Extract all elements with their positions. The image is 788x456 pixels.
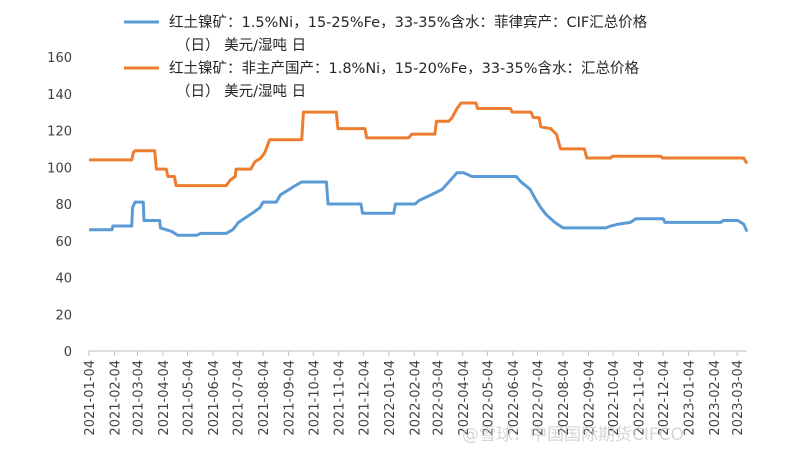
legend: 红土镍矿：1.5%Ni，15-25%Fe，33-35%含水：菲律宾产：CIF汇总… [124, 14, 648, 100]
y-tick-label: 80 [55, 198, 72, 213]
x-tick-label: 2022-12-04 [657, 360, 672, 436]
x-tick-label: 2022-08-04 [557, 360, 572, 436]
x-tick-label: 2021-07-04 [232, 360, 247, 436]
x-tick-label: 2021-10-04 [307, 360, 322, 436]
x-tick-label: 2022-06-04 [507, 360, 522, 436]
series-line-2 [89, 101, 749, 188]
x-tick-label: 2021-05-04 [182, 360, 197, 436]
x-tick-label: 2022-07-04 [532, 360, 547, 436]
y-tick-label: 40 [55, 272, 72, 287]
legend-label: （日） 美元/湿吨 日 [176, 83, 306, 100]
y-axis: 0 20 40 60 80 100 120 140 160 [47, 51, 72, 360]
x-tick-label: 2022-11-04 [633, 360, 648, 436]
x-tick-label: 2021-09-04 [283, 360, 298, 436]
series-layer [89, 101, 749, 237]
x-tick-label: 2021-01-04 [83, 360, 98, 436]
legend-label: （日） 美元/湿吨 日 [176, 37, 306, 54]
y-tick-label: 100 [47, 161, 72, 176]
x-tick-label: 2022-03-04 [431, 360, 446, 436]
x-tick-label: 2021-04-04 [157, 360, 172, 436]
legend-label: 红土镍矿：1.5%Ni，15-25%Fe，33-35%含水：菲律宾产：CIF汇总… [169, 14, 648, 31]
y-tick-label: 20 [55, 308, 72, 323]
legend-label: 红土镍矿：非主产国产：1.8%Ni，15-20%Fe，33-35%含水：汇总价格 [169, 60, 640, 77]
x-tick-label: 2021-11-04 [333, 360, 348, 436]
x-tick-label: 2021-03-04 [131, 360, 146, 436]
x-tick-label: 2022-10-04 [607, 360, 622, 436]
x-tick-label: 2021-06-04 [207, 360, 222, 436]
y-tick-label: 160 [47, 51, 72, 66]
y-tick-label: 140 [47, 88, 72, 103]
x-tick-label: 2023-03-04 [731, 360, 746, 436]
x-tick-label: 2022-01-04 [383, 360, 398, 436]
x-axis: 2021-01-04 2021-02-04 2021-03-04 2021-04-04… [83, 350, 747, 436]
y-tick-label: 0 [64, 345, 72, 360]
x-tick-label: 2021-02-04 [108, 360, 123, 436]
x-tick-label: 2021-12-04 [357, 360, 372, 436]
y-tick-label: 60 [55, 235, 72, 250]
watermark: @雪球：中国国际期货CIFCO [462, 425, 684, 445]
series-line-1 [89, 171, 749, 237]
x-tick-label: 2022-04-04 [457, 360, 472, 436]
x-tick-label: 2023-02-04 [708, 360, 723, 436]
x-tick-label: 2022-05-04 [481, 360, 496, 436]
x-tick-label: 2021-08-04 [257, 360, 272, 436]
x-tick-label: 2023-01-04 [683, 360, 698, 436]
x-tick-label: 2022-09-04 [582, 360, 597, 436]
y-tick-label: 120 [47, 125, 72, 140]
x-tick-label: 2022-02-04 [408, 360, 423, 436]
